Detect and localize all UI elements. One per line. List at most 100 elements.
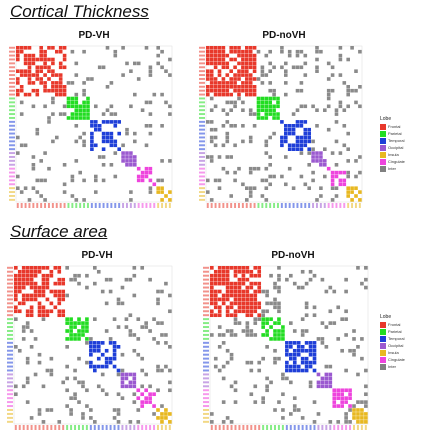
matrix-cell [253,321,258,325]
matrix-cell [280,65,284,70]
matrix-cell [320,376,325,381]
y-tick-mark [203,357,209,360]
matrix-cell [100,388,105,393]
matrix-cell [101,178,106,183]
x-tick-mark [288,203,291,208]
matrix-cell [323,174,327,179]
y-tick-mark [7,329,13,332]
matrix-cell [133,163,137,167]
matrix-cell [233,124,237,128]
x-tick-mark [237,203,240,208]
matrix-cell [264,186,269,190]
matrix-cell [57,309,62,314]
matrix-cell [221,293,226,298]
matrix-cell [352,408,356,412]
matrix-cell [264,53,269,58]
legend-swatch [380,137,386,144]
matrix-cell [164,341,168,345]
matrix-cell [23,61,28,66]
y-tick-mark [9,113,15,116]
matrix-cell [31,53,36,58]
matrix-cell [89,348,93,353]
x-tick-mark [289,425,292,430]
legend-swatch [380,349,386,356]
matrix-cell [168,190,172,194]
legend-swatch [380,328,386,335]
matrix-cell [41,281,46,286]
matrix-cell [96,269,101,274]
matrix-cell [344,400,348,404]
matrix-cell [31,166,36,171]
matrix-cell [245,61,249,66]
matrix-cell [241,293,246,298]
matrix-cell [89,408,93,412]
matrix-cell [277,317,281,321]
matrix-cell [27,46,32,50]
matrix-cell [237,85,241,89]
matrix-cell [237,277,242,282]
matrix-cell [81,321,85,325]
matrix-cell [31,57,36,62]
matrix-cell [82,49,86,54]
matrix-cell [229,124,233,128]
matrix-cell [225,65,230,70]
matrix-cell [65,404,69,408]
matrix-cell [120,384,125,389]
matrix-cell [49,301,54,306]
matrix-cell [233,388,238,393]
matrix-cell [265,376,269,381]
matrix-cell [93,317,97,321]
matrix-cell [156,297,160,302]
matrix-cell [285,376,289,381]
matrix-cell [19,46,24,50]
matrix-cell [249,273,254,278]
matrix-cell [132,392,137,397]
matrix-cell [168,159,172,163]
matrix-cell [225,81,230,85]
matrix-cell [109,139,114,144]
matrix-cell [62,112,67,116]
matrix-cell [312,305,317,310]
section-title-cortical-thickness: Cortical Thickness [10,2,149,21]
matrix-cell [237,321,242,325]
matrix-cell [300,356,305,361]
matrix-cell [55,88,59,93]
matrix-cell [27,61,32,66]
matrix-cell [144,396,148,400]
y-tick-mark [7,369,13,372]
matrix-cell [206,120,210,124]
matrix-cell [213,281,218,286]
matrix-cell [312,356,317,361]
matrix-cell [43,198,47,202]
matrix-cell [304,364,309,369]
matrix-cell [86,100,90,105]
matrix-cell [39,178,43,183]
matrix-cell [37,313,42,318]
matrix-cell [276,116,280,120]
x-tick-mark [246,425,249,430]
matrix-cell [344,396,348,400]
matrix-cell [296,341,301,345]
y-tick-mark [7,420,13,423]
matrix-cell [164,100,168,105]
matrix-cell [168,368,172,373]
matrix-cell [113,174,118,179]
matrix-cell [338,104,343,109]
matrix-cell [237,69,241,73]
matrix-cell [160,198,164,202]
matrix-cell [299,65,304,70]
matrix-cell [289,368,293,373]
matrix-cell [268,88,272,93]
matrix-cell [328,380,333,385]
x-tick-mark [94,203,97,208]
matrix-cell [82,116,86,120]
matrix-cell [35,178,40,183]
matrix-cell [65,266,69,270]
matrix-cell [217,289,222,294]
matrix-cell [324,380,329,385]
matrix-cell [289,412,293,416]
matrix-cell [160,65,164,70]
matrix-cell [221,92,226,97]
matrix-cell [265,388,269,393]
matrix-cell [82,143,86,148]
